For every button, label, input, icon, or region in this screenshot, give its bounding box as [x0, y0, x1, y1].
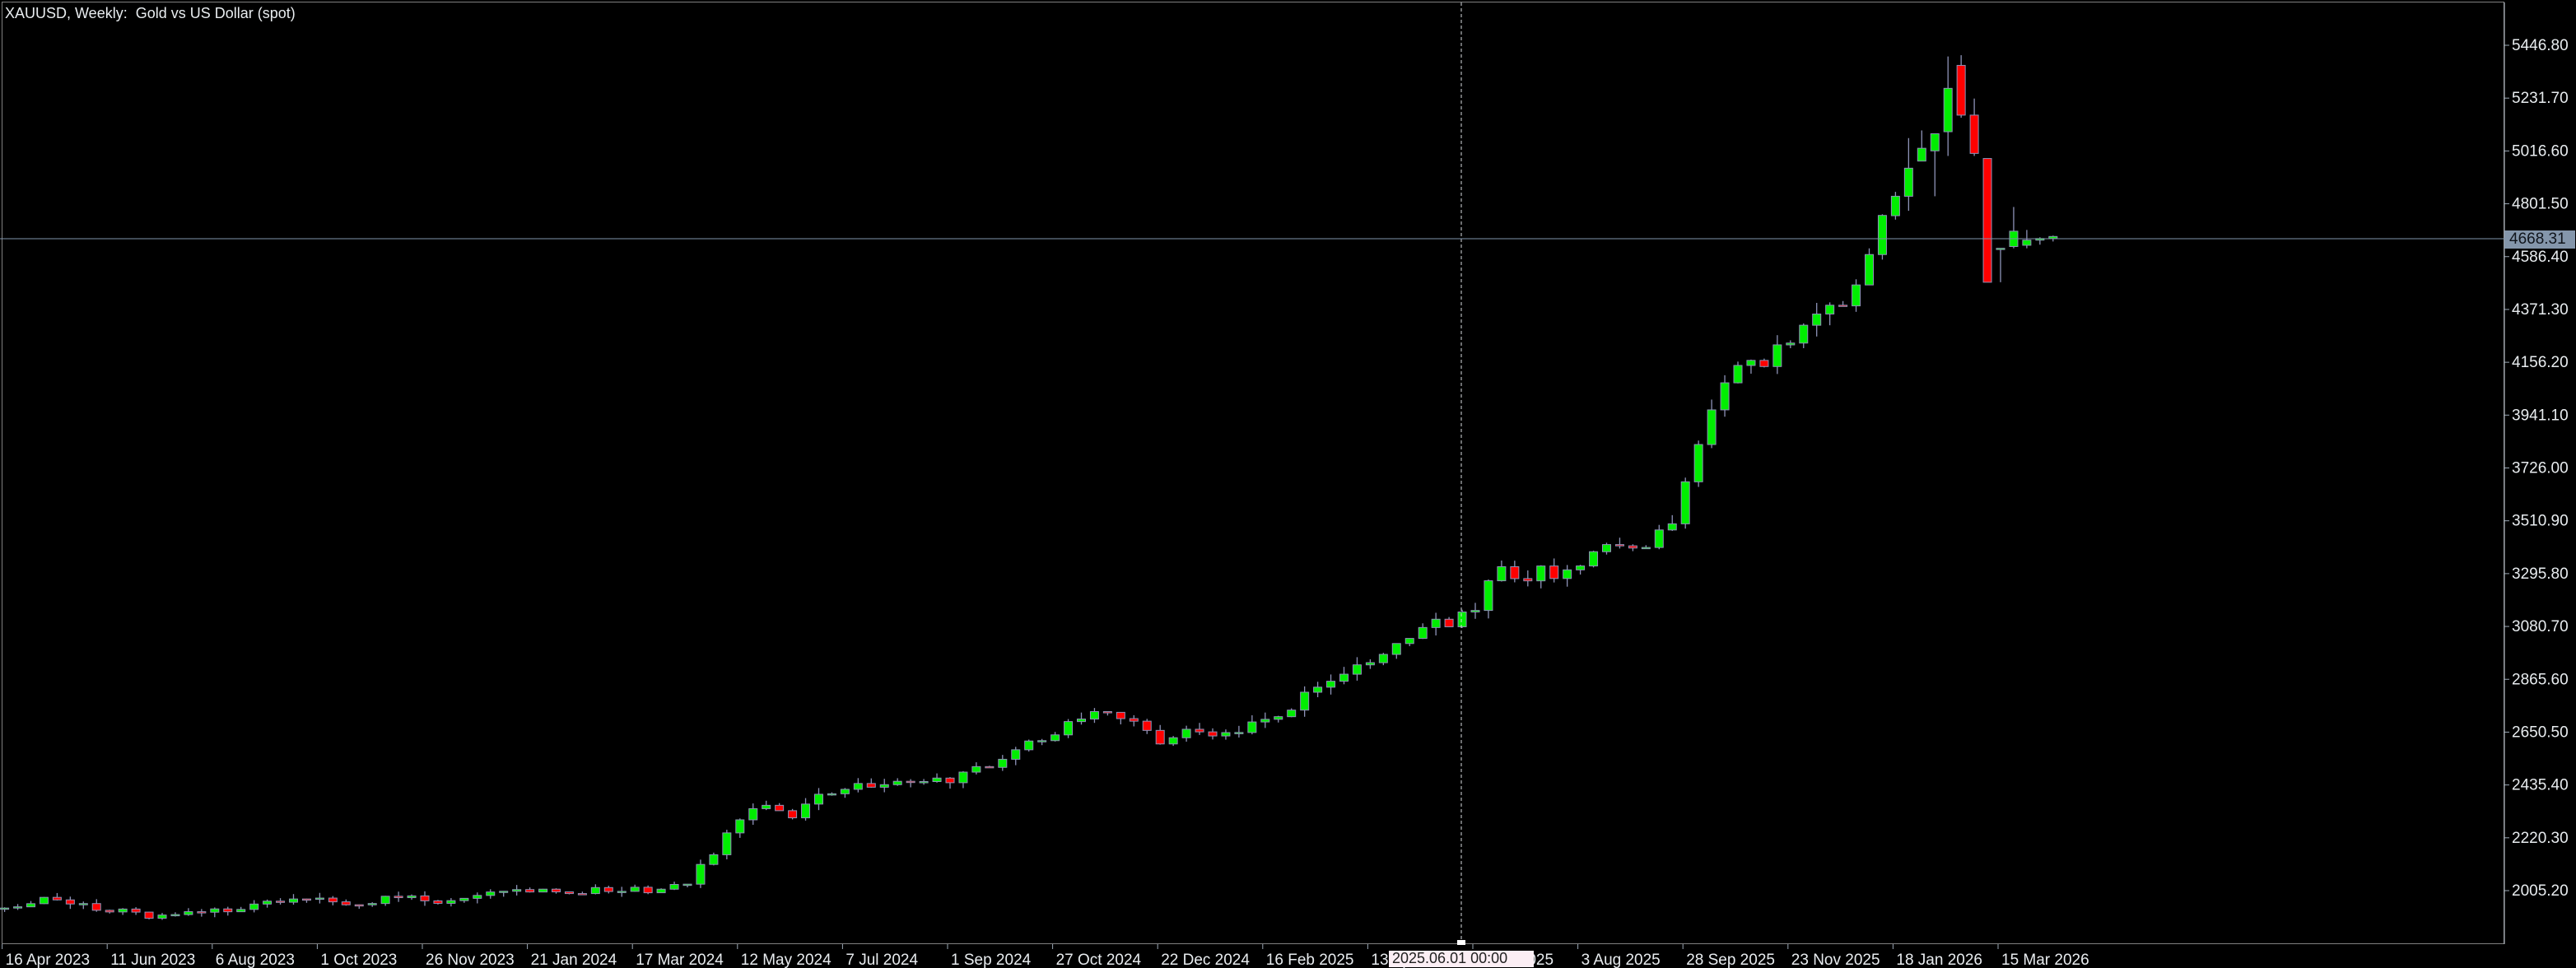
svg-text:2865.60: 2865.60: [2512, 671, 2569, 688]
svg-text:2005.20: 2005.20: [2512, 882, 2569, 900]
svg-text:1 Oct 2023: 1 Oct 2023: [320, 952, 397, 968]
svg-text:6 Aug 2023: 6 Aug 2023: [216, 952, 295, 968]
svg-text:5446.80: 5446.80: [2512, 37, 2569, 54]
svg-text:15 Mar 2026: 15 Mar 2026: [2001, 952, 2089, 968]
svg-text:5231.70: 5231.70: [2512, 90, 2569, 107]
svg-text:1 Sep 2024: 1 Sep 2024: [951, 952, 1032, 968]
svg-text:4156.20: 4156.20: [2512, 354, 2569, 371]
svg-text:18 Jan 2026: 18 Jan 2026: [1896, 952, 1982, 968]
svg-text:4801.50: 4801.50: [2512, 196, 2569, 213]
svg-text:27 Oct 2024: 27 Oct 2024: [1056, 952, 1142, 968]
svg-text:3080.70: 3080.70: [2512, 618, 2569, 635]
svg-text:11 Jun 2023: 11 Jun 2023: [110, 952, 195, 968]
svg-text:3726.00: 3726.00: [2512, 460, 2569, 477]
svg-text:28 Sep 2025: 28 Sep 2025: [1686, 952, 1775, 968]
svg-text:3941.10: 3941.10: [2512, 407, 2569, 424]
svg-text:4668.31: 4668.31: [2509, 230, 2566, 248]
svg-text:12 May 2024: 12 May 2024: [741, 952, 831, 968]
svg-text:16 Apr 2023: 16 Apr 2023: [6, 952, 90, 968]
svg-text:4586.40: 4586.40: [2512, 249, 2569, 266]
svg-text:23 Nov 2025: 23 Nov 2025: [1791, 952, 1880, 968]
svg-text:2650.50: 2650.50: [2512, 724, 2569, 741]
svg-text:3295.80: 3295.80: [2512, 565, 2569, 583]
svg-text:22 Dec 2024: 22 Dec 2024: [1161, 952, 1250, 968]
svg-text:2220.30: 2220.30: [2512, 830, 2569, 847]
svg-text:7 Jul 2024: 7 Jul 2024: [845, 952, 918, 968]
svg-text:3 Aug 2025: 3 Aug 2025: [1581, 952, 1661, 968]
svg-text:21 Jan 2024: 21 Jan 2024: [531, 952, 617, 968]
svg-text:17 Mar 2024: 17 Mar 2024: [636, 952, 724, 968]
svg-text:5016.60: 5016.60: [2512, 142, 2569, 160]
svg-text:26 Nov 2023: 26 Nov 2023: [426, 952, 515, 968]
svg-text:16 Feb 2025: 16 Feb 2025: [1266, 952, 1354, 968]
svg-text:2435.40: 2435.40: [2512, 777, 2569, 794]
svg-text:2025.06.01 00:00: 2025.06.01 00:00: [1392, 950, 1507, 966]
svg-text:3510.90: 3510.90: [2512, 513, 2569, 530]
svg-text:4371.30: 4371.30: [2512, 301, 2569, 319]
